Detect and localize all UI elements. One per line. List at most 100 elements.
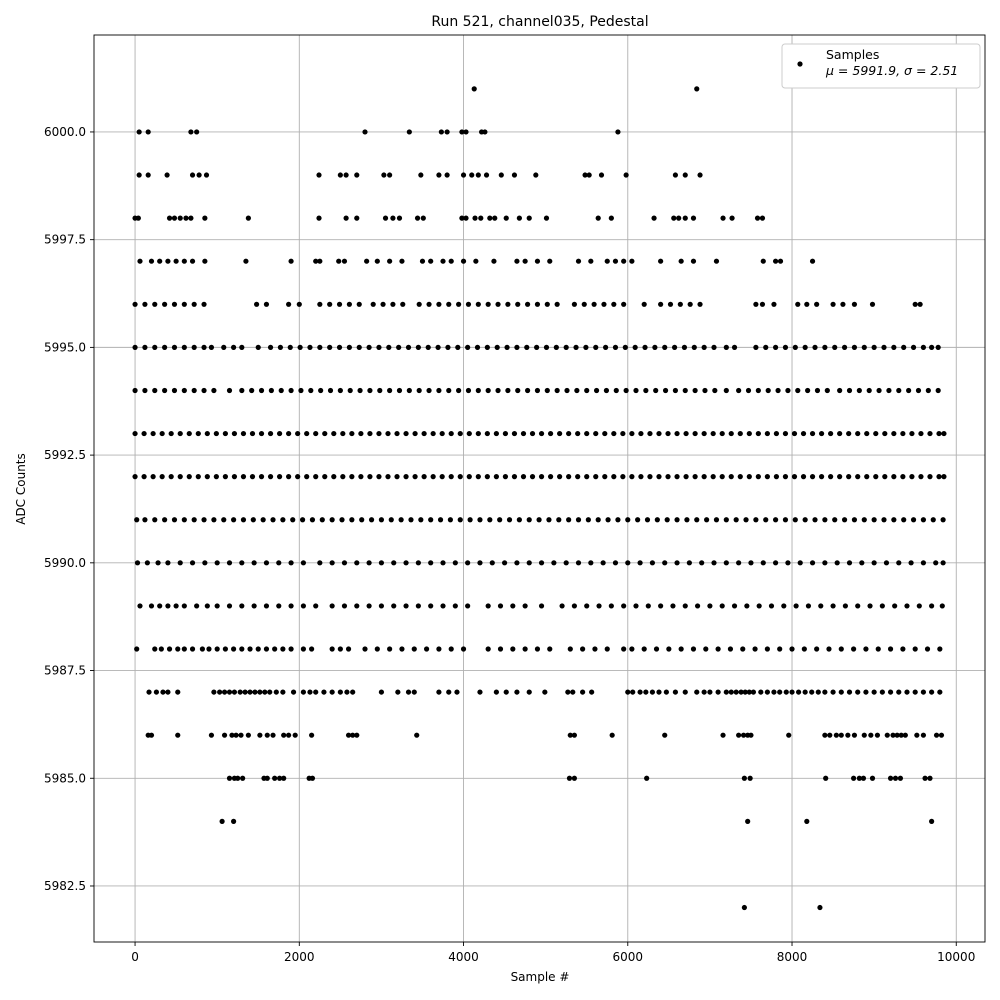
data-point bbox=[672, 689, 679, 695]
data-point bbox=[629, 258, 635, 264]
data-point bbox=[416, 387, 422, 394]
data-point bbox=[612, 560, 619, 566]
data-point bbox=[920, 560, 927, 566]
data-point bbox=[771, 689, 777, 695]
data-point bbox=[181, 344, 187, 350]
data-point bbox=[710, 474, 716, 480]
data-point bbox=[524, 344, 530, 350]
data-point bbox=[304, 474, 310, 480]
data-point bbox=[667, 301, 674, 307]
data-point bbox=[473, 258, 479, 264]
data-point bbox=[789, 689, 795, 695]
data-point bbox=[510, 646, 516, 652]
data-point bbox=[250, 517, 256, 523]
data-point bbox=[538, 603, 545, 609]
data-point bbox=[309, 775, 316, 781]
data-point bbox=[514, 560, 520, 566]
data-point bbox=[142, 517, 148, 523]
data-point bbox=[263, 646, 270, 652]
data-point bbox=[145, 129, 151, 135]
data-point bbox=[398, 517, 404, 523]
data-point bbox=[782, 474, 789, 480]
data-point bbox=[520, 474, 527, 480]
data-point bbox=[744, 603, 750, 609]
data-point bbox=[753, 517, 759, 523]
data-point bbox=[912, 689, 918, 695]
data-point bbox=[189, 258, 196, 264]
data-point bbox=[359, 517, 365, 523]
data-point bbox=[354, 172, 360, 178]
data-point bbox=[534, 301, 541, 307]
data-point bbox=[818, 474, 825, 480]
data-point bbox=[773, 474, 780, 480]
data-point bbox=[711, 560, 717, 566]
data-point bbox=[536, 517, 542, 523]
data-point bbox=[715, 689, 721, 695]
data-point bbox=[612, 258, 619, 264]
data-point bbox=[851, 301, 858, 307]
data-point bbox=[728, 474, 734, 480]
data-point bbox=[238, 732, 244, 738]
data-point bbox=[763, 517, 769, 523]
data-point bbox=[547, 646, 553, 652]
data-point bbox=[649, 689, 656, 695]
data-point bbox=[595, 517, 601, 523]
data-point bbox=[270, 517, 276, 523]
data-point bbox=[611, 301, 617, 307]
data-point bbox=[608, 603, 614, 609]
data-point bbox=[484, 474, 490, 480]
data-point bbox=[615, 129, 621, 135]
data-point bbox=[253, 301, 260, 307]
data-point bbox=[697, 301, 703, 307]
data-point bbox=[554, 387, 560, 394]
data-point bbox=[251, 603, 257, 609]
data-point bbox=[524, 301, 531, 307]
data-point bbox=[290, 517, 296, 523]
data-point bbox=[181, 646, 187, 652]
data-point bbox=[575, 258, 582, 264]
data-point bbox=[395, 689, 401, 695]
data-point bbox=[719, 603, 725, 609]
data-point bbox=[575, 474, 581, 480]
data-point bbox=[313, 430, 319, 437]
data-point bbox=[736, 387, 742, 394]
data-point bbox=[477, 560, 483, 566]
data-point bbox=[406, 387, 412, 394]
data-point bbox=[828, 474, 834, 480]
data-point bbox=[497, 517, 503, 523]
data-point bbox=[288, 387, 294, 394]
data-point bbox=[260, 517, 266, 523]
data-point bbox=[195, 474, 201, 480]
data-point bbox=[272, 646, 278, 652]
data-point bbox=[930, 517, 936, 523]
data-point bbox=[251, 560, 257, 566]
data-point bbox=[551, 560, 557, 566]
data-point bbox=[189, 560, 196, 566]
data-point bbox=[313, 258, 319, 264]
data-point bbox=[571, 301, 578, 307]
data-point bbox=[672, 387, 679, 394]
data-point bbox=[141, 430, 147, 437]
data-point bbox=[457, 474, 463, 480]
data-point bbox=[366, 344, 372, 350]
data-point bbox=[642, 344, 648, 350]
data-point bbox=[135, 215, 141, 221]
data-point bbox=[882, 474, 888, 480]
data-point bbox=[664, 517, 670, 523]
data-point bbox=[856, 387, 862, 394]
data-point bbox=[439, 474, 445, 480]
data-point bbox=[764, 646, 770, 652]
data-point bbox=[936, 474, 942, 480]
data-point bbox=[672, 172, 679, 178]
data-point bbox=[641, 646, 647, 652]
data-point bbox=[307, 344, 313, 350]
data-point bbox=[851, 344, 858, 350]
data-point bbox=[189, 646, 196, 652]
data-point bbox=[350, 689, 356, 695]
data-point bbox=[897, 775, 904, 781]
data-point bbox=[510, 603, 516, 609]
data-point bbox=[887, 646, 894, 652]
data-point bbox=[249, 474, 256, 480]
data-point bbox=[543, 215, 550, 221]
